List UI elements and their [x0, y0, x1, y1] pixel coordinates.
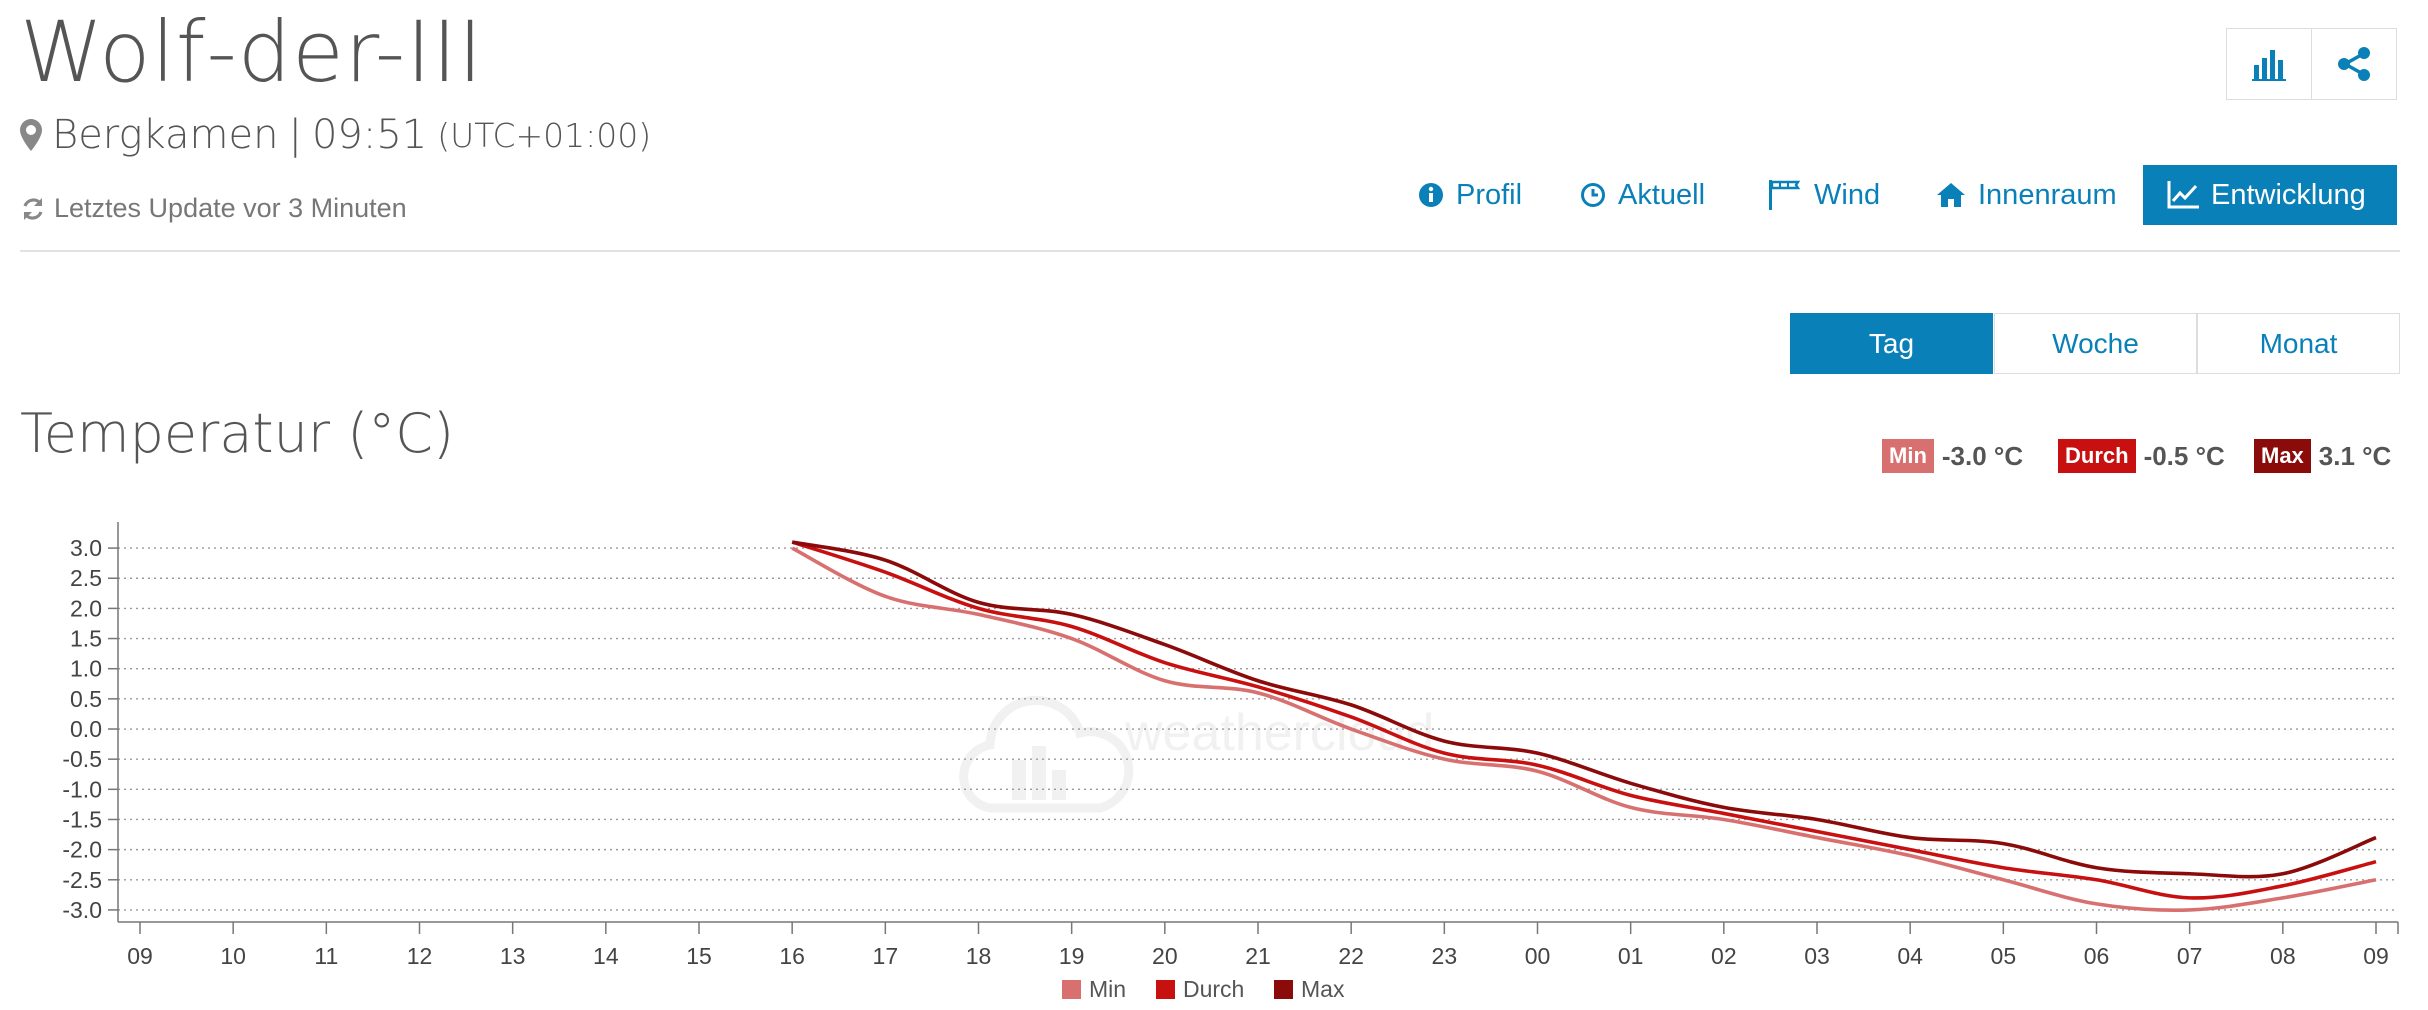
share-button[interactable]: [2311, 28, 2397, 100]
location-line: Bergkamen | 09:51 (UTC+01:00): [20, 112, 651, 158]
tab-profil-label: Profil: [1456, 178, 1523, 211]
last-update-text: Letztes Update vor 3 Minuten: [54, 193, 407, 223]
tab-wind-label: Wind: [1814, 178, 1881, 211]
x-tick-label: 09: [127, 943, 153, 969]
x-tick-label: 03: [1804, 943, 1830, 969]
x-tick-label: 17: [873, 943, 899, 969]
x-tick-label: 02: [1711, 943, 1737, 969]
tab-wind[interactable]: Wind: [1744, 165, 1904, 225]
x-tick-label: 13: [500, 943, 526, 969]
tab-innenraum[interactable]: Innenraum: [1912, 165, 2141, 225]
x-tick-label: 14: [593, 943, 619, 969]
x-tick-label: 23: [1432, 943, 1458, 969]
stat-avg-badge: Durch: [2058, 439, 2136, 473]
x-tick-label: 09: [2363, 943, 2389, 969]
local-time: 09:51: [311, 112, 428, 158]
legend-label-min: Min: [1089, 976, 1127, 1002]
watermark-text: weathercloud: [1124, 704, 1434, 762]
series-line-max[interactable]: [791, 540, 2377, 879]
y-tick-label: -2.0: [62, 837, 102, 863]
location-name: Bergkamen: [52, 112, 279, 158]
range-monat-button[interactable]: Monat: [2197, 313, 2400, 374]
bar-chart-icon: [2252, 50, 2286, 81]
stat-min: Min -3.0 °C: [1882, 438, 2023, 474]
y-tick-label: -2.5: [62, 867, 102, 893]
share-icon: [2338, 47, 2370, 81]
tab-aktuell-label: Aktuell: [1618, 178, 1706, 211]
x-tick-label: 16: [779, 943, 805, 969]
refresh-icon: [23, 197, 43, 220]
x-tick-label: 11: [314, 943, 338, 969]
y-tick-label: 0.5: [70, 686, 102, 712]
x-tick-label: 06: [2084, 943, 2110, 969]
x-tick-label: 07: [2177, 943, 2203, 969]
home-icon: [1937, 183, 1965, 207]
temperature-chart: weathercloud 3.0 2.5 2.0 1.5 1.0 0.5 0.0 -0.5 -1…: [62, 522, 2399, 969]
x-tick-label: 21: [1245, 943, 1271, 969]
legend-label-durch: Durch: [1183, 976, 1245, 1002]
x-tick-label: 15: [686, 943, 712, 969]
y-tick-label: 2.0: [70, 595, 102, 621]
separator: |: [288, 112, 302, 158]
tab-entwicklung[interactable]: Entwicklung: [2143, 165, 2397, 225]
x-tick-label: 05: [1991, 943, 2017, 969]
tab-innenraum-label: Innenraum: [1978, 178, 2117, 211]
y-tick-label: -1.5: [62, 806, 102, 832]
legend-item-max[interactable]: Max: [1274, 976, 1344, 1003]
y-tick-label: 3.0: [70, 535, 102, 561]
x-tick-label: 20: [1152, 943, 1178, 969]
line-chart-icon: [2167, 181, 2199, 209]
map-pin-icon: [20, 119, 42, 151]
chart-series: [791, 540, 2377, 912]
tab-profil[interactable]: Profil: [1394, 165, 1546, 225]
timezone: (UTC+01:00): [437, 115, 652, 155]
x-tick-label: 04: [1897, 943, 1923, 969]
chart-watermark: weathercloud: [959, 695, 1434, 813]
windsock-icon: [1769, 180, 1801, 210]
stat-max-badge: Max: [2254, 439, 2311, 473]
y-tick-label: 2.5: [70, 565, 102, 591]
y-tick-label: -3.0: [62, 897, 102, 923]
grid-lines: [118, 547, 2398, 911]
legend-label-max: Max: [1301, 976, 1345, 1002]
chart-view-button[interactable]: [2226, 28, 2312, 100]
chart-title: Temperatur (°C): [20, 402, 455, 465]
y-tick-label: 0.0: [70, 716, 102, 742]
stat-avg-value: -0.5 °C: [2143, 440, 2225, 471]
x-tick-label: 19: [1059, 943, 1085, 969]
y-tick-label: 1.5: [70, 626, 102, 652]
stat-max: Max 3.1 °C: [2254, 438, 2391, 474]
x-tick-label: 22: [1338, 943, 1364, 969]
legend-item-durch[interactable]: Durch: [1156, 976, 1244, 1003]
legend-swatch-min: [1062, 980, 1081, 999]
series-line-min[interactable]: [791, 546, 2377, 912]
stat-avg: Durch -0.5 °C: [2058, 438, 2225, 474]
x-tick-label: 18: [966, 943, 992, 969]
info-circle-icon: [1419, 183, 1443, 207]
x-tick-label: 10: [220, 943, 246, 969]
header-divider: [20, 250, 2400, 252]
x-tick-label: 08: [2270, 943, 2296, 969]
y-tick-label: 1.0: [70, 656, 102, 682]
range-woche-button[interactable]: Woche: [1994, 313, 2197, 374]
tab-aktuell[interactable]: Aktuell: [1556, 165, 1729, 225]
x-tick-label: 01: [1618, 943, 1644, 969]
range-tag-button[interactable]: Tag: [1790, 313, 1993, 374]
legend-item-min[interactable]: Min: [1062, 976, 1126, 1003]
x-tick-label: 00: [1525, 943, 1551, 969]
chart-axes: 3.0 2.5 2.0 1.5 1.0 0.5 0.0 -0.5 -1.0 -1.5 -2.0 -2.…: [62, 522, 2399, 969]
stat-min-badge: Min: [1882, 439, 1934, 473]
station-title: Wolf-der-III: [20, 3, 484, 101]
legend-swatch-durch: [1156, 980, 1175, 999]
x-tick-label: 12: [407, 943, 433, 969]
y-tick-label: -1.0: [62, 776, 102, 802]
clock-icon: [1581, 183, 1605, 207]
stat-min-value: -3.0 °C: [1941, 440, 2024, 471]
update-status: Letztes Update vor 3 Minuten: [20, 193, 407, 224]
legend-swatch-max: [1274, 980, 1293, 999]
y-tick-label: -0.5: [62, 746, 102, 772]
stat-max-value: 3.1 °C: [2318, 440, 2392, 471]
tab-entwicklung-label: Entwicklung: [2211, 178, 2366, 211]
series-line-durch[interactable]: [791, 540, 2377, 900]
